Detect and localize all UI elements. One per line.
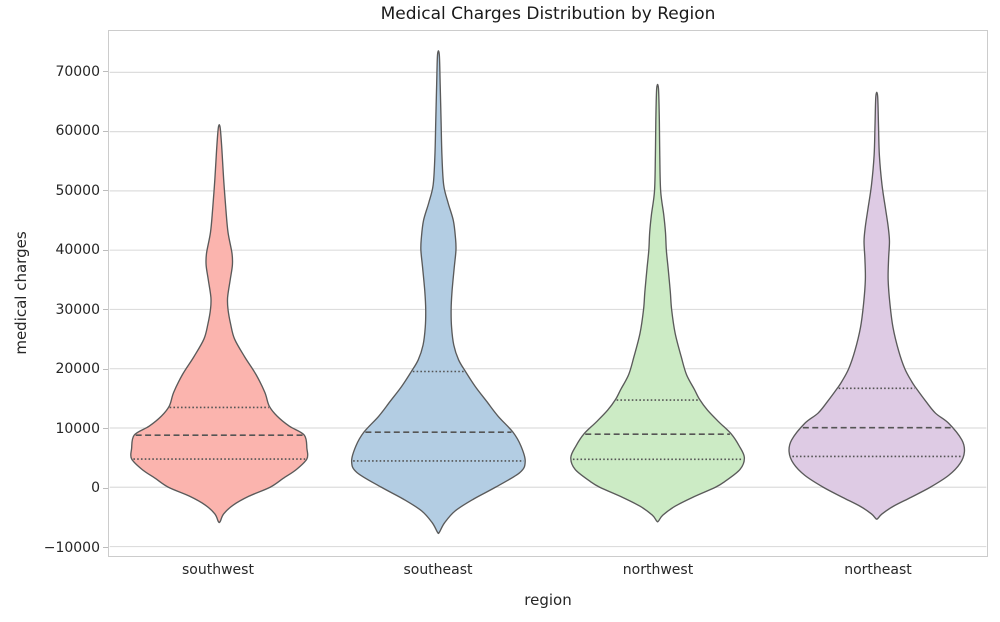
- violin-southwest: [130, 124, 309, 524]
- y-tick-label: 30000: [55, 301, 100, 318]
- violin-chart-svg: [109, 50, 987, 548]
- x-axis-label: region: [524, 591, 572, 609]
- chart-title: Medical Charges Distribution by Region: [380, 4, 716, 24]
- x-tick-label-northeast: northeast: [844, 562, 912, 578]
- y-tick-mark: [103, 249, 108, 251]
- y-tick-label: 0: [91, 480, 100, 496]
- y-tick-mark: [103, 71, 108, 73]
- x-tick-label-northwest: northwest: [622, 562, 694, 578]
- y-tick-label: 40000: [55, 242, 100, 258]
- violin-northwest: [570, 83, 746, 523]
- y-tick-mark: [103, 428, 108, 430]
- violin-southeast: [350, 50, 526, 535]
- plot-area: [108, 30, 988, 557]
- y-tick-label: 20000: [55, 361, 100, 377]
- y-tick-mark: [103, 487, 108, 489]
- x-tick-label-southwest: southwest: [182, 562, 254, 578]
- y-tick-label: −10000: [43, 539, 100, 556]
- y-tick-label: 70000: [55, 63, 100, 80]
- y-tick-mark: [103, 368, 108, 370]
- y-tick-mark: [103, 130, 108, 132]
- y-tick-mark: [103, 309, 108, 311]
- x-tick-label-southeast: southeast: [403, 562, 473, 578]
- y-tick-mark: [103, 190, 108, 192]
- y-tick-label: 10000: [55, 420, 100, 437]
- y-tick-mark: [103, 547, 108, 549]
- violin-northeast: [788, 91, 966, 520]
- y-tick-label: 50000: [55, 182, 100, 199]
- y-tick-label: 60000: [55, 123, 100, 139]
